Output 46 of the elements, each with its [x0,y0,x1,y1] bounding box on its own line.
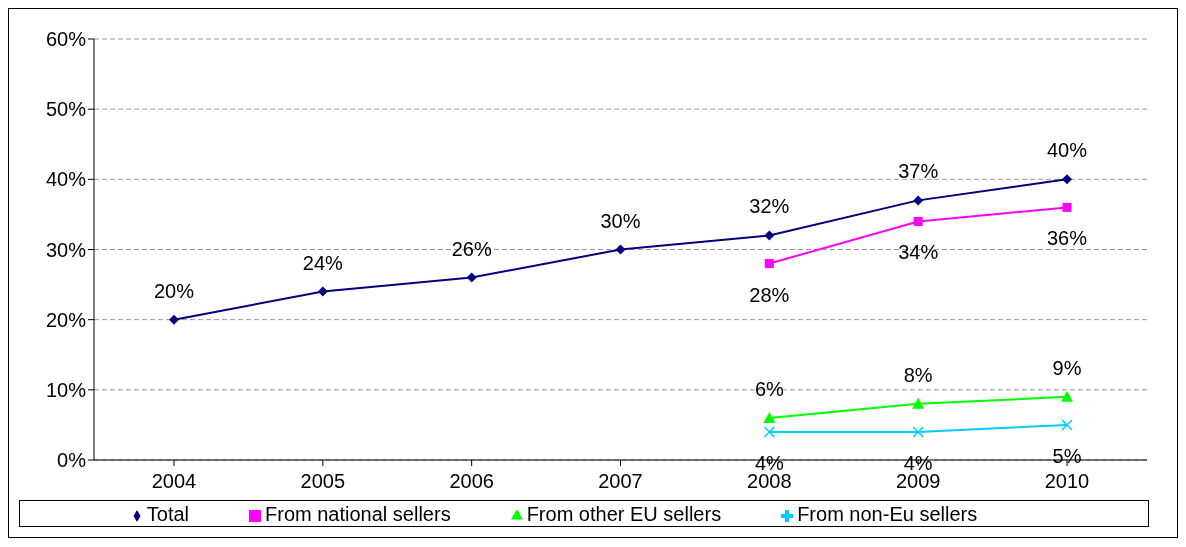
data-label: 24% [302,251,344,274]
x-tick-label: 2010 [1044,470,1090,493]
data-label: 32% [749,195,790,218]
x-tick-label: 2005 [300,470,346,493]
point [763,411,776,423]
point [913,195,924,206]
point [317,286,328,297]
point [763,426,776,438]
data-label: 34% [898,241,939,264]
point [1062,174,1072,185]
y-tick-label: 50% [45,98,87,121]
legend-label: From other EU sellers [526,503,722,525]
point [913,216,923,226]
data-label: 28% [749,283,790,306]
point [615,244,626,255]
y-tick-label: 40% [45,168,87,191]
point [169,314,179,325]
data-label: 20% [153,279,195,302]
legend-label: From non-Eu sellers [797,503,978,525]
data-label: 40% [1046,139,1088,162]
point [1061,419,1073,431]
data-label: 9% [1052,356,1082,379]
x-tick-label: 2004 [151,470,197,493]
legend-label: From national sellers [265,503,451,525]
x-tick-label: 2007 [598,470,643,493]
point [764,259,774,269]
point [912,397,925,409]
y-tick-label: 60% [45,28,87,51]
y-tick-label: 0% [57,449,87,472]
data-label: 36% [1046,227,1088,250]
x-tick-label: 2009 [895,470,941,493]
data-label: 37% [898,160,939,183]
data-label: 30% [600,209,641,232]
data-label: 6% [754,377,784,400]
data-label: 26% [451,237,492,260]
legend-label: Total [146,503,190,525]
x-tick-label: 2006 [449,470,494,493]
point [764,230,775,241]
point [912,426,924,438]
point [1061,390,1073,402]
y-tick-label: 30% [45,238,87,261]
point [1062,202,1072,212]
y-tick-label: 20% [45,308,87,331]
point [466,272,477,283]
data-label: 8% [903,363,933,386]
y-tick-label: 10% [45,378,87,401]
